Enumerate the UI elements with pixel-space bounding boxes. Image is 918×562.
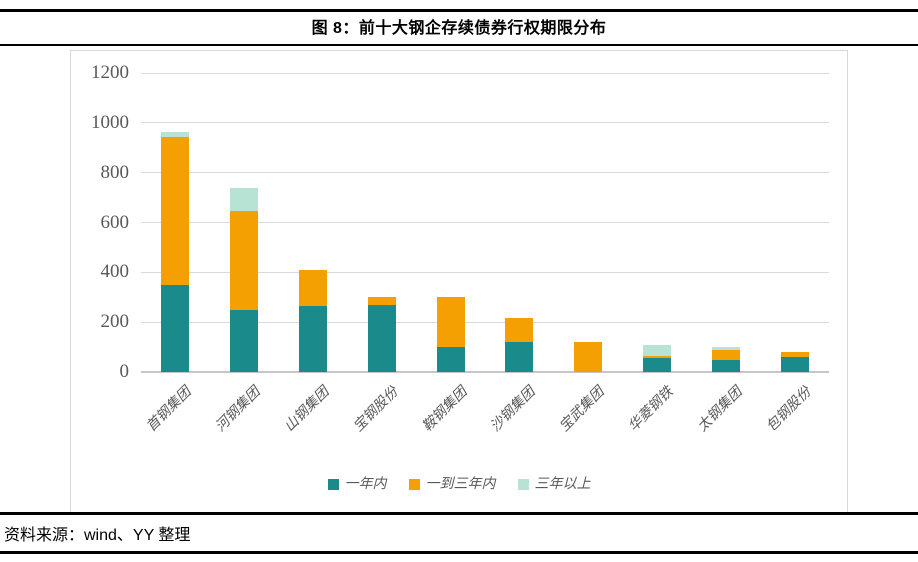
gridline: [141, 321, 829, 323]
legend-label: 三年以上: [534, 476, 591, 492]
bar-segment-一年内: [643, 358, 671, 372]
bar-segment-一年内: [711, 359, 740, 372]
top-divider: [0, 9, 918, 12]
y-axis-tick-label: 200: [100, 311, 130, 333]
legend-item: 一年内: [327, 476, 387, 492]
bar-segment-三年以上: [230, 187, 259, 212]
bar-segment-一年内: [780, 357, 809, 372]
title-divider: [0, 44, 918, 46]
bar-segment-一到三年内: [299, 269, 327, 306]
source-note: 资料来源：wind、YY 整理: [4, 527, 191, 544]
chart-container: 一年内 一到三年内 三年以上 0 200 400 600 800 1000 1200 首钢集团 河钢…: [70, 50, 848, 513]
bar-segment-三年以上: [161, 131, 190, 137]
bar-segment-一到三年内: [367, 297, 396, 305]
bar-segment-一到三年内: [780, 352, 809, 358]
bar-segment-三年以上: [711, 347, 740, 350]
legend-label: 一到三年内: [425, 476, 496, 492]
bar-segment-一年内: [161, 284, 190, 372]
x-axis-line: [141, 371, 829, 373]
source-divider-top: [0, 512, 918, 515]
legend: 一年内 一到三年内 三年以上: [71, 477, 847, 491]
gridline: [141, 271, 829, 273]
bar-segment-一到三年内: [436, 297, 465, 348]
gridline: [141, 122, 829, 124]
bar-segment-一到三年内: [711, 349, 740, 360]
bar-segment-一年内: [367, 304, 396, 372]
y-axis-tick-label: 1000: [91, 111, 129, 133]
bar-segment-一到三年内: [643, 355, 671, 359]
gridline: [141, 172, 829, 174]
legend-swatch-icon: [408, 478, 420, 490]
legend-label: 一年内: [344, 476, 387, 492]
figure-title: 图 8：前十大钢企存续债券行权期限分布: [311, 20, 607, 37]
gridline: [141, 72, 829, 74]
bar-segment-一到三年内: [574, 342, 603, 372]
bar-segment-三年以上: [643, 344, 671, 356]
y-axis-tick-label: 400: [100, 261, 130, 283]
bar-segment-一到三年内: [161, 136, 190, 285]
y-axis-tick-label: 0: [119, 361, 130, 382]
bar-segment-一年内: [436, 347, 465, 372]
y-axis-tick-label: 600: [100, 211, 130, 233]
gridline: [141, 222, 829, 223]
y-axis-tick-label: 800: [100, 161, 130, 183]
bottom-divider: [0, 551, 918, 554]
bar-segment-一到三年内: [230, 211, 259, 310]
bar-segment-一年内: [230, 309, 259, 372]
legend-swatch-icon: [327, 478, 339, 490]
legend-item: 一到三年内: [408, 476, 496, 492]
y-axis-tick-label: 1200: [91, 62, 129, 83]
bar-segment-一年内: [299, 305, 327, 372]
legend-item: 三年以上: [517, 476, 591, 492]
bar-segment-一年内: [505, 342, 534, 372]
bar-segment-一到三年内: [505, 318, 534, 343]
legend-swatch-icon: [517, 478, 529, 490]
